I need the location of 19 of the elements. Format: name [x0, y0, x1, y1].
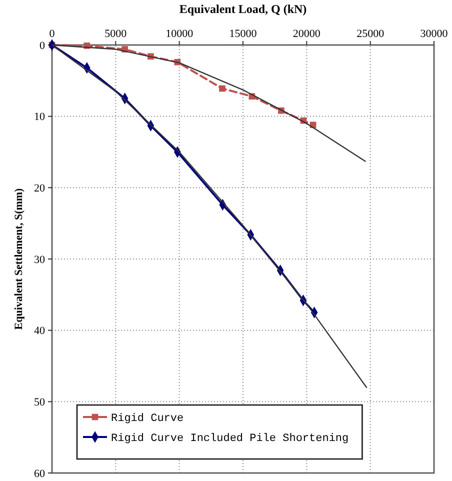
legend-label: Rigid Curve	[111, 412, 184, 425]
y-tick-label: 50	[34, 396, 46, 409]
y-tick-label: 20	[34, 182, 46, 195]
x-tick-label: 20000	[292, 28, 321, 40]
x-tick-label: 5000	[104, 28, 128, 40]
y-tick-label: 40	[34, 325, 46, 338]
x-axis-title: Equivalent Load, Q (kN)	[179, 2, 307, 16]
y-tick-label: 30	[34, 254, 46, 266]
x-tick-label: 10000	[166, 28, 194, 40]
legend-label: Rigid Curve Included Pile Shortening	[111, 432, 349, 445]
x-tick-label: 0	[49, 28, 56, 40]
x-tick-label: 25000	[356, 28, 385, 40]
y-tick-label: 10	[34, 111, 46, 124]
x-tick-label: 30000	[420, 28, 448, 40]
y-tick-label: 0	[40, 40, 46, 52]
y-tick-label: 60	[34, 468, 46, 480]
x-tick-label: 15000	[229, 28, 258, 40]
point	[219, 85, 226, 92]
y-axis-title: Equivalent Settlement, S(mm)	[13, 188, 25, 330]
